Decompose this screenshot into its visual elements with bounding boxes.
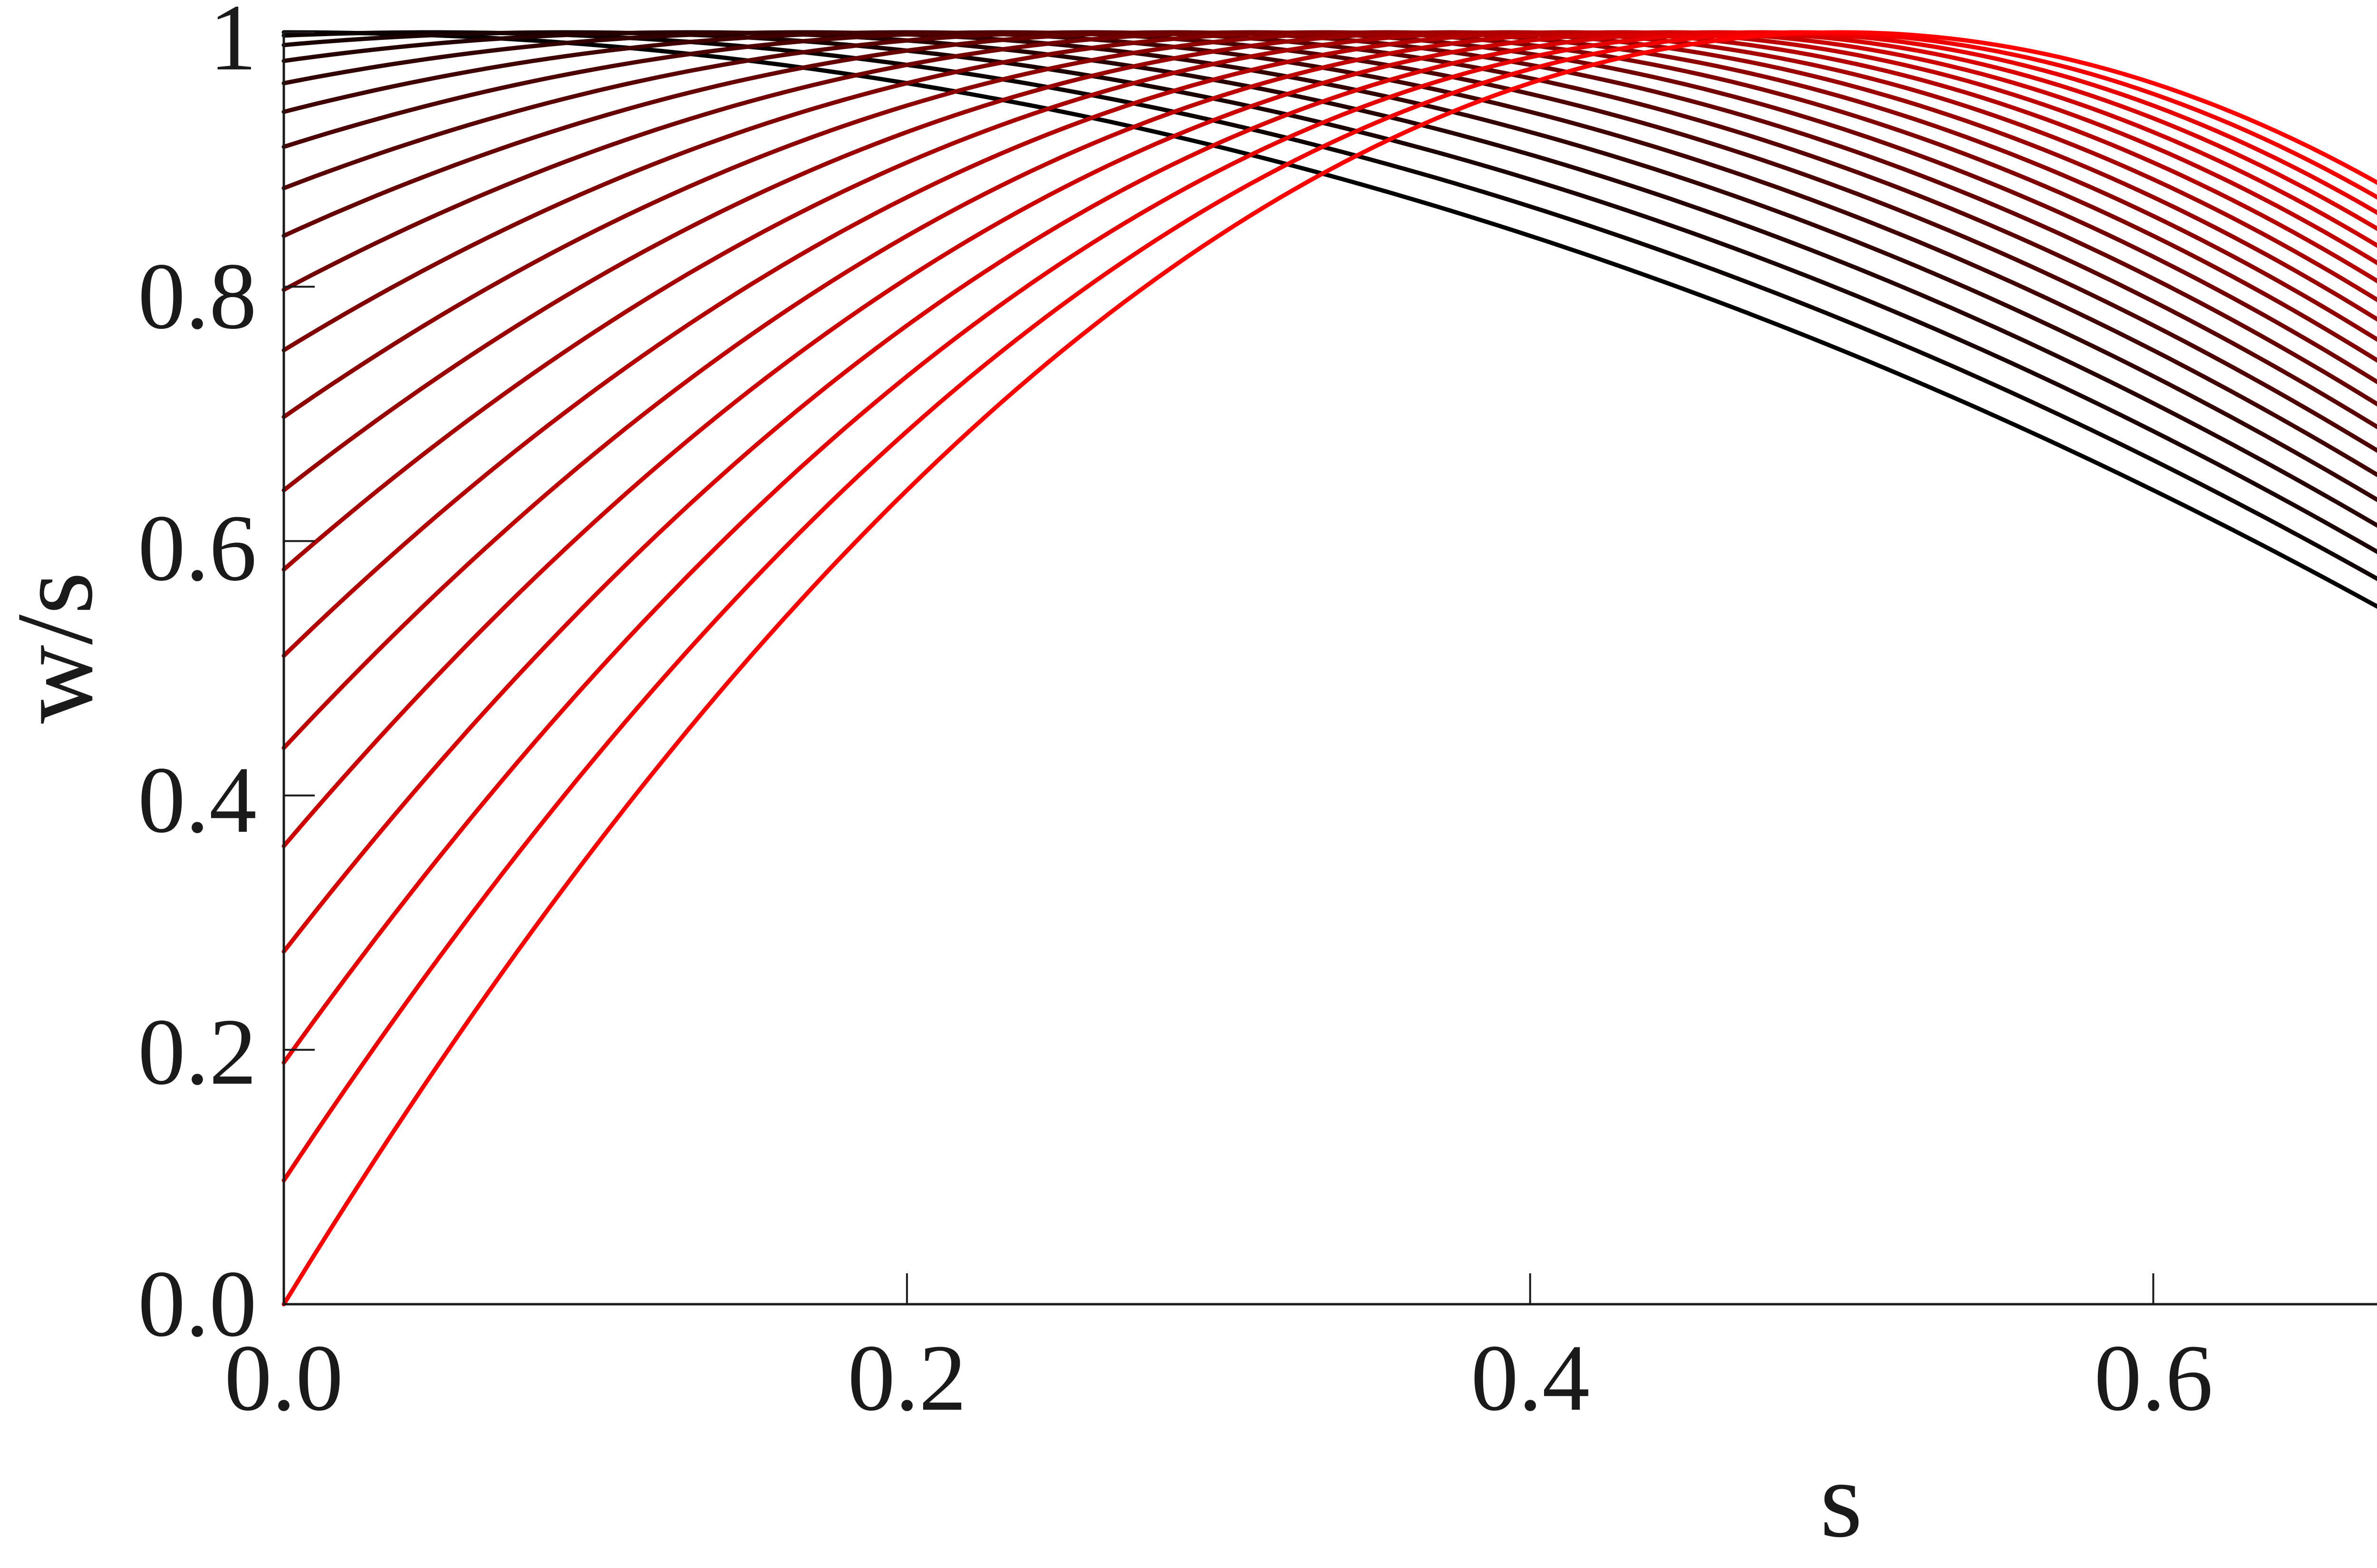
y-tick-label-1: 1 [209, 0, 257, 90]
curve-r-0.4 [281, 30, 2377, 848]
x-tick-label-0.4: 0.4 [1471, 1326, 1590, 1431]
curve-r-0.15 [281, 30, 2377, 453]
y-tick-label-0.6: 0.6 [138, 496, 257, 601]
x-tick-label-0.6: 0.6 [2094, 1326, 2213, 1431]
x-tick-label-0.2: 0.2 [848, 1326, 966, 1431]
curve-r-0.175 [281, 30, 2377, 430]
curve-r-0.325 [281, 30, 2377, 572]
curve-family [281, 30, 2377, 1307]
curve-r-0.2 [281, 30, 2377, 407]
curve-r-0.225 [281, 30, 2377, 385]
curve-r-0.275 [281, 30, 2377, 419]
curve-r-0.5 [281, 30, 2377, 1307]
curve-r-0.35 [281, 30, 2377, 658]
y-axis-label: w/s [0, 572, 115, 724]
y-tick-label-0.4: 0.4 [138, 748, 257, 853]
axes [282, 31, 2377, 1306]
curve-r-0.3 [281, 30, 2377, 492]
y-tick-label-0.0: 0.0 [138, 1251, 257, 1356]
curve-r-0.25 [281, 30, 2377, 363]
y-tick-label-0.8: 0.8 [138, 244, 257, 349]
x-axis-label: s [1820, 1439, 1863, 1560]
curve-r-0.425 [281, 30, 2377, 954]
curve-r-0.45 [281, 30, 2377, 1065]
curve-r-0.375 [281, 30, 2377, 750]
curve-r-0.125 [281, 30, 2377, 477]
x-tick-label-0.0: 0.0 [224, 1326, 343, 1431]
y-tick-label-0.2: 0.2 [138, 1000, 257, 1105]
curve-r-0.1 [281, 30, 2377, 502]
